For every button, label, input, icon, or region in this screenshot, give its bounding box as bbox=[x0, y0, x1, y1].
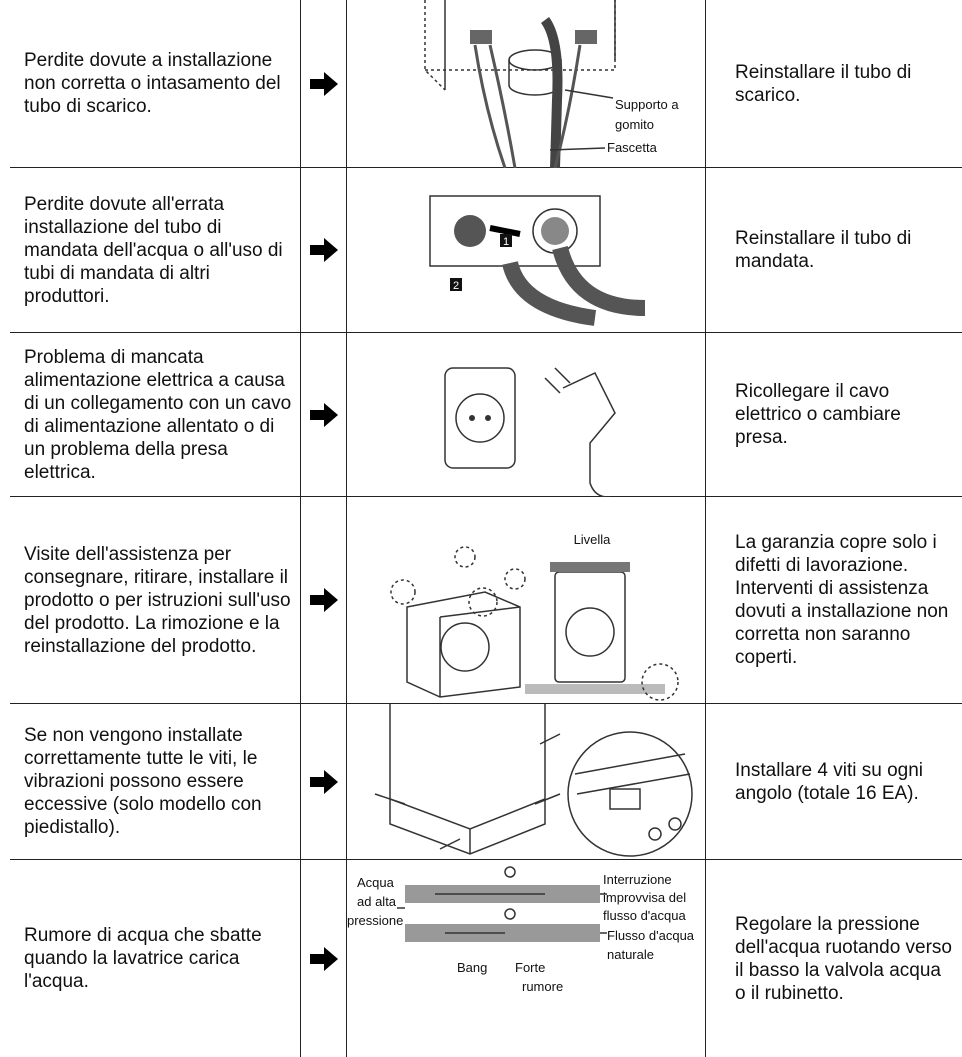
label: Forte bbox=[515, 960, 545, 975]
arrow-icon bbox=[309, 71, 338, 96]
label: Fascetta bbox=[607, 140, 658, 155]
label: naturale bbox=[607, 947, 654, 962]
illustration: Acqua ad alta pressione Interruzione imp… bbox=[347, 860, 706, 1057]
illustration: 1 2 bbox=[429, 168, 706, 333]
label: improvvisa del bbox=[603, 890, 686, 905]
solution-text: Installare 4 viti su ogni angolo (totale… bbox=[735, 759, 923, 804]
problem-text: Visite dell'assistenza per consegnare, r… bbox=[24, 543, 291, 657]
step-number: 1 bbox=[503, 236, 509, 248]
label: Flusso d'acqua bbox=[607, 928, 695, 943]
arrow-cell bbox=[300, 333, 347, 496]
solution-text: Regolare la pressione dell'acqua ruotand… bbox=[735, 913, 952, 1004]
label: Acqua bbox=[357, 875, 395, 890]
illustration: Supporto a gomito Fascetta bbox=[424, 0, 706, 168]
problem-text: Rumore di acqua che sbatte quando la lav… bbox=[24, 925, 262, 992]
problem-text: Se non vengono installate correttamente … bbox=[24, 725, 262, 838]
arrow-icon bbox=[309, 402, 338, 427]
table-row: Visite dell'assistenza per consegnare, r… bbox=[10, 497, 962, 704]
arrow-cell bbox=[300, 704, 347, 859]
table-row: Se non vengono installate correttamente … bbox=[10, 704, 962, 860]
label: Livella bbox=[574, 532, 612, 547]
table-row: Rumore di acqua che sbatte quando la lav… bbox=[10, 860, 962, 1057]
solution-text: Reinstallare il tubo di scarico. bbox=[735, 61, 912, 106]
arrow-icon bbox=[309, 588, 338, 612]
solution-text: La garanzia copre solo i difetti di lavo… bbox=[735, 532, 949, 668]
label: flusso d'acqua bbox=[603, 908, 686, 923]
arrow-icon bbox=[309, 238, 338, 262]
solution-text: Ricollegare il cavo elettrico o cambiare… bbox=[735, 381, 901, 448]
arrow-cell bbox=[300, 497, 347, 703]
arrow-icon bbox=[309, 769, 338, 794]
illustration: Livella bbox=[390, 497, 706, 704]
arrow-icon bbox=[309, 946, 338, 971]
problem-text: Perdite dovute all'errata installazione … bbox=[24, 193, 283, 307]
label: ad alta bbox=[357, 894, 397, 909]
arrow-cell bbox=[300, 0, 347, 167]
arrow-cell bbox=[300, 168, 347, 332]
label: Supporto a bbox=[615, 97, 679, 112]
table-row: Perdite dovute a installazione non corre… bbox=[10, 0, 962, 168]
problem-text: Problema di mancata alimentazione elettr… bbox=[24, 346, 292, 483]
label: pressione bbox=[347, 913, 403, 928]
table-row: Perdite dovute all'errata installazione … bbox=[10, 168, 962, 333]
illustration bbox=[444, 333, 706, 497]
table-row: Problema di mancata alimentazione elettr… bbox=[10, 333, 962, 497]
solution-text: Reinstallare il tubo di mandata. bbox=[735, 228, 912, 272]
step-number: 2 bbox=[453, 280, 459, 292]
arrow-cell bbox=[300, 860, 347, 1057]
label: Interruzione bbox=[603, 872, 672, 887]
illustration bbox=[374, 704, 706, 860]
problem-text: Perdite dovute a installazione non corre… bbox=[24, 50, 281, 117]
label: gomito bbox=[615, 117, 654, 132]
label: rumore bbox=[522, 979, 563, 994]
label: Bang bbox=[457, 960, 487, 975]
